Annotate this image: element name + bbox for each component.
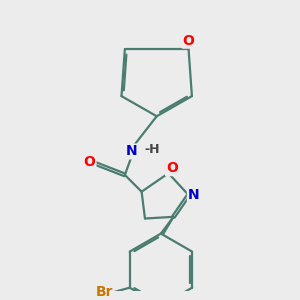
Text: O: O xyxy=(166,161,178,175)
Text: N: N xyxy=(188,188,200,202)
Text: O: O xyxy=(84,154,96,169)
Text: Br: Br xyxy=(96,285,113,299)
Text: N: N xyxy=(126,144,137,158)
Text: -H: -H xyxy=(144,143,159,156)
Text: O: O xyxy=(183,34,194,48)
